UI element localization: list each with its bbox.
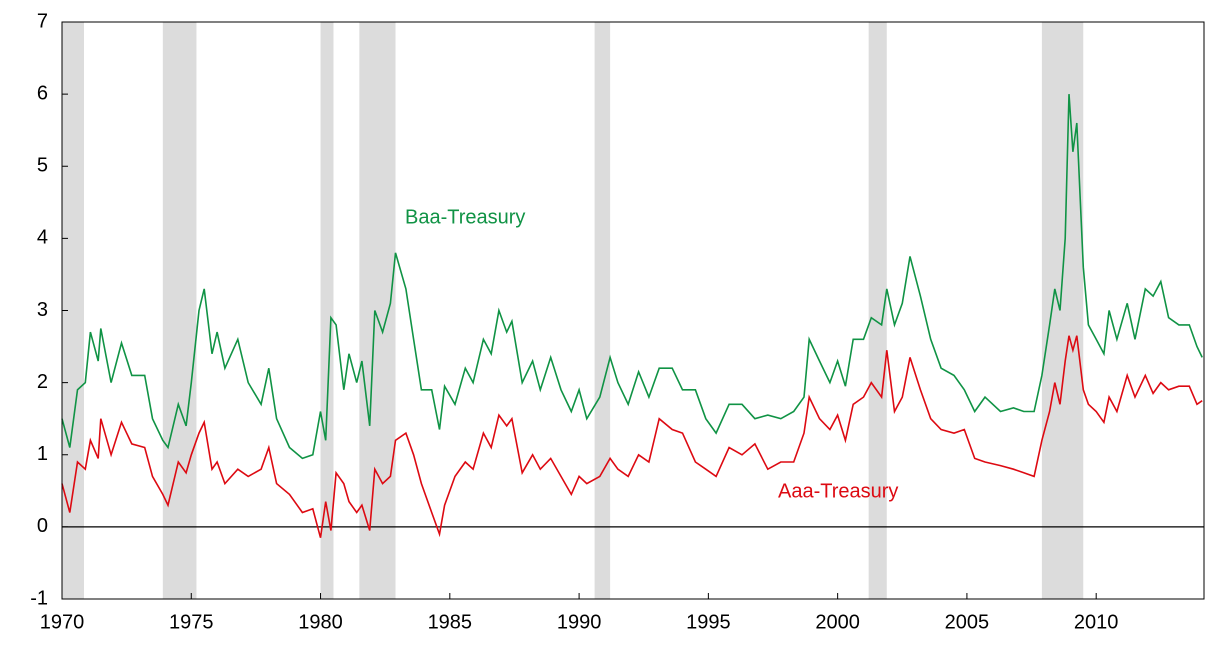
series-label: Aaa-Treasury — [778, 480, 898, 502]
recession-band — [162, 22, 197, 599]
x-tick-label: 2010 — [1074, 611, 1119, 633]
recession-band — [868, 22, 887, 599]
series-label: Baa-Treasury — [405, 206, 525, 228]
x-tick-label: 2005 — [945, 611, 990, 633]
x-tick-label: 1975 — [169, 611, 214, 633]
x-tick-label: 1970 — [40, 611, 85, 633]
y-tick-label: 0 — [37, 515, 48, 537]
y-tick-label: -1 — [30, 587, 48, 609]
y-tick-label: 7 — [37, 10, 48, 32]
recession-band — [594, 22, 611, 599]
x-tick-label: 1985 — [428, 611, 473, 633]
x-tick-label: 1990 — [557, 611, 602, 633]
y-tick-label: 6 — [37, 82, 48, 104]
y-tick-label: 1 — [37, 443, 48, 465]
x-tick-label: 1995 — [686, 611, 731, 633]
y-tick-label: 2 — [37, 371, 48, 393]
series-line — [61, 335, 1203, 538]
series-line — [61, 94, 1203, 460]
recession-band — [320, 22, 334, 599]
x-tick-label: 1980 — [298, 611, 343, 633]
y-tick-label: 4 — [37, 227, 48, 249]
y-tick-label: 3 — [37, 299, 48, 321]
plot-frame — [61, 21, 1205, 600]
y-tick-label: 5 — [37, 155, 48, 177]
recession-band — [359, 22, 396, 599]
x-tick-label: 2000 — [815, 611, 860, 633]
recession-band — [1041, 22, 1084, 599]
